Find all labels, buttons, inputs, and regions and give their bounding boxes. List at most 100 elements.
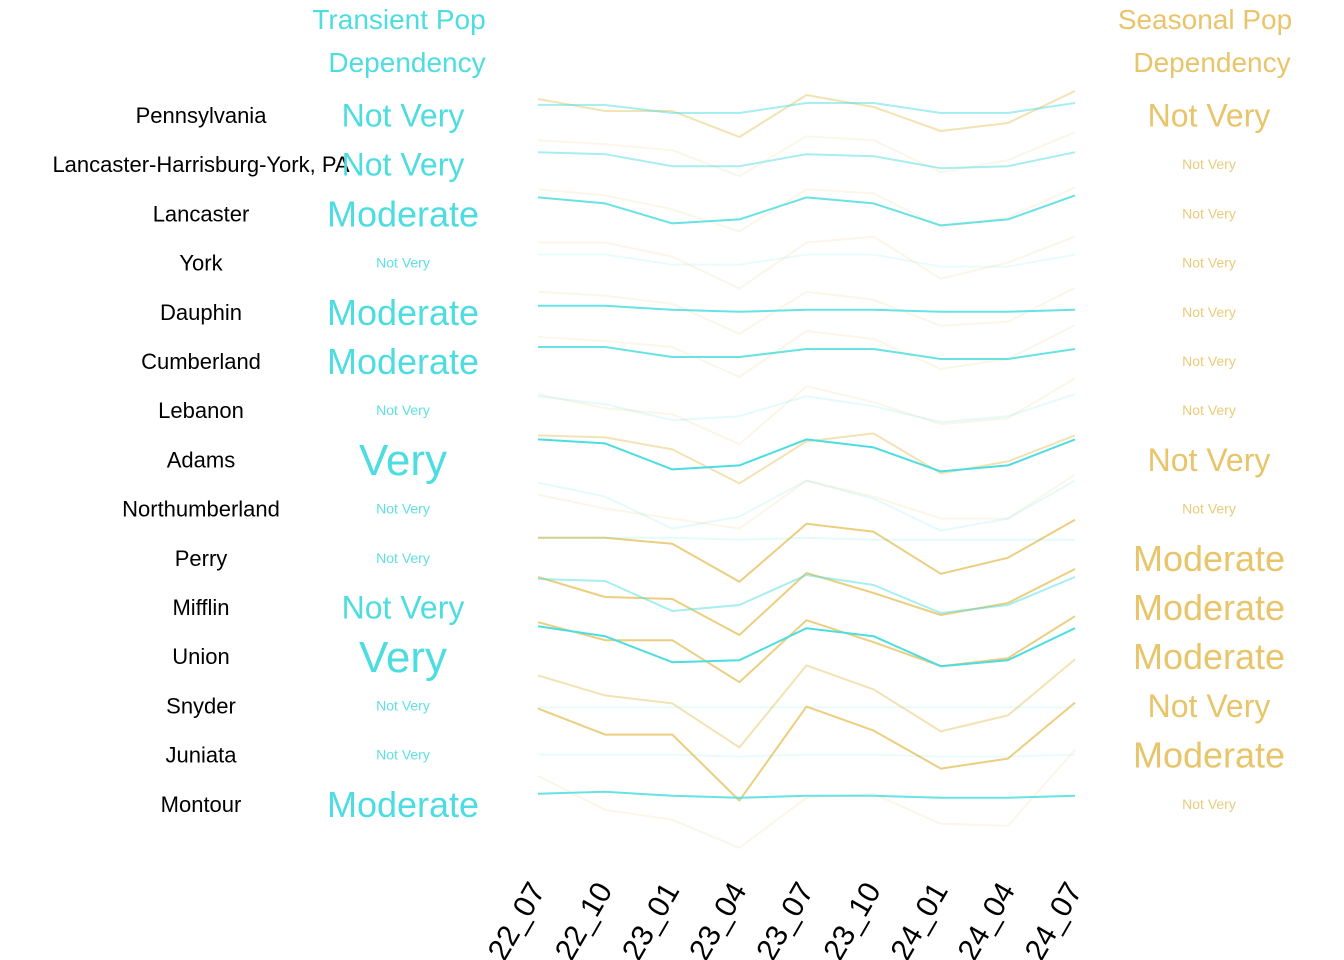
- transient-level-label: Not Very: [376, 697, 430, 713]
- transient-level-label: Not Very: [376, 747, 430, 763]
- x-tick-label: 22_10: [549, 877, 619, 960]
- region-row: Mifflin Not Very Moderate: [172, 568, 1285, 636]
- x-tick-label: 24_01: [885, 877, 955, 960]
- transient-line: [538, 346, 1076, 360]
- transient-level-label: Not Very: [342, 147, 465, 183]
- transient-level-label: Moderate: [327, 193, 479, 234]
- transient-level-label: Not Very: [376, 255, 430, 271]
- region-label: Mifflin: [172, 595, 229, 620]
- seasonal-level-label: Not Very: [1182, 205, 1236, 221]
- seasonal-header-line-2: Dependency: [1133, 47, 1290, 78]
- region-label: Lebanon: [158, 398, 244, 423]
- transient-level-label: Not Very: [342, 98, 465, 134]
- transient-line: [537, 574, 1076, 614]
- transient-line: [537, 625, 1076, 668]
- seasonal-level-label: Not Very: [1182, 156, 1236, 172]
- region-row: Snyder Not Very Not Very: [166, 658, 1271, 749]
- seasonal-line: [537, 186, 1076, 233]
- seasonal-level-label: Not Very: [1182, 796, 1236, 812]
- region-label: Lancaster-Harrisburg-York, PA: [52, 152, 349, 177]
- region-label: Cumberland: [141, 349, 261, 374]
- seasonal-header-line-1: Seasonal Pop: [1118, 4, 1292, 35]
- x-tick-label: 23_01: [616, 877, 686, 960]
- region-row: Cumberland Moderate Not Very: [141, 324, 1236, 382]
- seasonal-level-label: Not Very: [1182, 304, 1236, 320]
- transient-level-label: Moderate: [327, 341, 479, 382]
- region-row: Dauphin Moderate Not Very: [160, 286, 1236, 335]
- x-tick-label: 24_07: [1019, 877, 1089, 960]
- transient-header-line-2: Dependency: [328, 47, 485, 78]
- transient-level-label: Moderate: [327, 292, 479, 333]
- transient-level-label: Moderate: [327, 784, 479, 825]
- region-label: Perry: [175, 546, 228, 571]
- transient-line: [537, 438, 1076, 473]
- seasonal-header: Seasonal Pop Dependency: [1118, 4, 1292, 78]
- seasonal-line: [537, 701, 1076, 802]
- x-tick-label: 22_07: [482, 877, 552, 960]
- transient-header: Transient Pop Dependency: [312, 4, 485, 78]
- x-tick-label: 23_10: [817, 877, 887, 960]
- transient-line: [537, 790, 1076, 799]
- region-label: Northumberland: [122, 497, 280, 522]
- x-tick-label: 24_04: [952, 877, 1022, 960]
- seasonal-level-label: Not Very: [1182, 402, 1236, 418]
- seasonal-level-label: Moderate: [1133, 636, 1285, 677]
- region-row: Lebanon Not Very Not Very: [158, 377, 1236, 446]
- region-rows: Pennsylvania Not Very Not VeryLancaster-Ha…: [52, 90, 1285, 849]
- x-axis: 22_0722_1023_0123_0423_0723_1024_0124_04…: [482, 877, 1089, 960]
- seasonal-line: [537, 658, 1076, 749]
- transient-line: [538, 753, 1076, 758]
- region-label: York: [179, 251, 223, 276]
- region-row: York Not Very Not Very: [179, 235, 1236, 290]
- region-label: Union: [172, 644, 229, 669]
- seasonal-level-label: Moderate: [1133, 735, 1285, 776]
- transient-line: [538, 102, 1076, 114]
- seasonal-level-label: Not Very: [1148, 442, 1271, 478]
- seasonal-line: [537, 568, 1076, 636]
- region-row: Juniata Not Very Moderate: [166, 701, 1285, 802]
- region-label: Pennsylvania: [136, 103, 268, 128]
- region-label: Juniata: [166, 743, 238, 768]
- seasonal-level-label: Moderate: [1133, 538, 1285, 579]
- region-row: Northumberland Not Very Not Very: [122, 473, 1236, 532]
- seasonal-level-label: Not Very: [1182, 255, 1236, 271]
- region-row: Lancaster Moderate Not Very: [153, 186, 1236, 234]
- seasonal-level-label: Not Very: [1182, 501, 1236, 517]
- seasonal-line: [537, 286, 1076, 335]
- transient-header-line-1: Transient Pop: [312, 4, 485, 35]
- seasonal-line: [537, 377, 1076, 446]
- region-row: Montour Moderate Not Very: [161, 749, 1236, 849]
- seasonal-level-label: Not Very: [1148, 98, 1271, 134]
- transient-level-label: Not Very: [376, 501, 430, 517]
- transient-level-label: Not Very: [376, 550, 430, 566]
- transient-level-label: Not Very: [342, 590, 465, 626]
- region-label: Dauphin: [160, 300, 242, 325]
- region-label: Lancaster: [153, 201, 250, 226]
- x-tick-label: 23_07: [750, 877, 820, 960]
- seasonal-line: [538, 518, 1076, 583]
- region-row: Union Very Moderate: [172, 615, 1285, 684]
- seasonal-level-label: Not Very: [1148, 688, 1271, 724]
- region-row: Adams Very Not Very: [167, 432, 1271, 485]
- transient-line: [538, 304, 1076, 313]
- seasonal-level-label: Moderate: [1133, 587, 1285, 628]
- seasonal-line: [537, 749, 1076, 849]
- region-label: Montour: [161, 792, 242, 817]
- transient-line: [537, 393, 1076, 424]
- transient-level-label: Very: [359, 436, 447, 485]
- seasonal-line: [537, 90, 1076, 138]
- transient-level-label: Very: [359, 633, 447, 682]
- transient-line: [537, 194, 1076, 227]
- transient-line: [538, 536, 1075, 541]
- seasonal-level-label: Not Very: [1182, 353, 1236, 369]
- transient-line: [537, 479, 1076, 532]
- region-label: Adams: [167, 447, 235, 472]
- seasonal-line: [538, 235, 1076, 290]
- transient-line: [538, 253, 1076, 268]
- seasonal-line: [537, 615, 1076, 684]
- transient-level-label: Not Very: [376, 402, 430, 418]
- region-row: Pennsylvania Not Very Not Very: [136, 90, 1271, 138]
- seasonal-line: [537, 324, 1076, 378]
